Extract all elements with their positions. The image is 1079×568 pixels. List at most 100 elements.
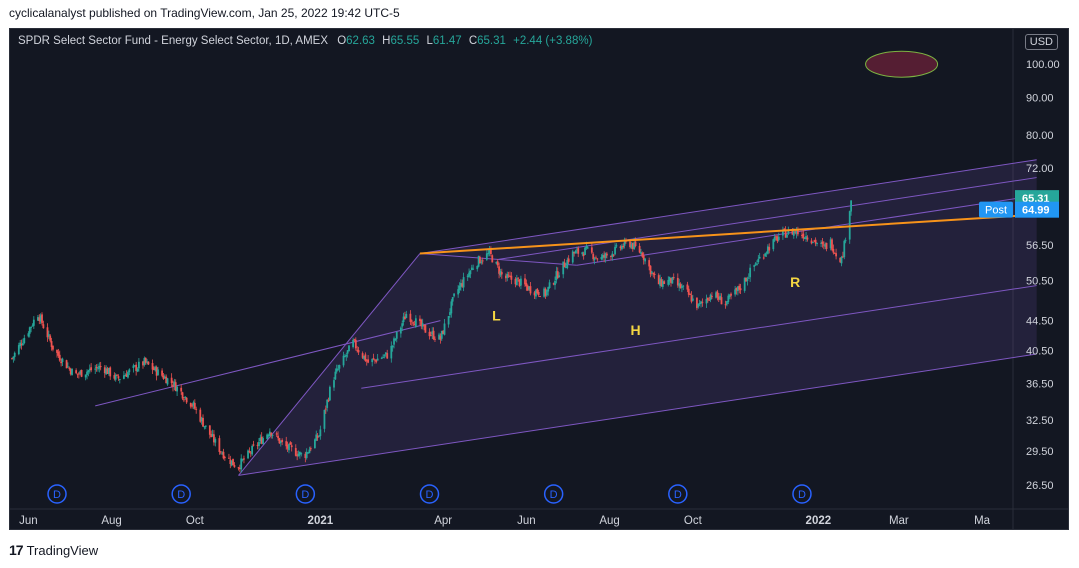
candle-body — [363, 355, 365, 359]
candle-body — [76, 373, 79, 375]
candle-body — [716, 291, 719, 298]
candle-body — [161, 370, 163, 376]
price-chart[interactable]: L H R D D D D D D D 100.00 90.00 80.00 72.00 56.50 50.5… — [10, 29, 1069, 530]
candle-body — [792, 231, 795, 236]
candle-body — [352, 339, 354, 348]
candle-body — [327, 400, 330, 402]
candle-body — [736, 286, 739, 292]
candle-body — [510, 275, 513, 280]
candle-body — [649, 265, 652, 275]
candle-body — [515, 278, 518, 286]
candle-body — [709, 294, 712, 300]
pitchfork-handle-upper — [238, 253, 421, 476]
candle-body — [41, 314, 43, 324]
currency-button[interactable]: USD — [1024, 34, 1058, 50]
candle-body — [781, 229, 784, 236]
candle-body — [600, 257, 603, 260]
candle-body — [663, 281, 666, 284]
candle-body — [447, 316, 450, 325]
candle-body — [706, 297, 709, 300]
candle-body — [414, 318, 417, 327]
candle-body — [97, 368, 99, 370]
candle-body — [75, 370, 78, 374]
candle-body — [810, 240, 813, 244]
candle-body — [660, 279, 663, 287]
price-tick-label: 90.00 — [1026, 93, 1054, 105]
candle-body — [243, 458, 245, 460]
candle-body — [496, 261, 499, 266]
candle-body — [308, 449, 311, 454]
candle-body — [548, 282, 551, 289]
candle-body — [298, 451, 301, 455]
candle-body — [545, 290, 548, 296]
candle-body — [682, 285, 685, 287]
candle-body — [356, 349, 359, 351]
price-tick-label: 56.50 — [1026, 240, 1054, 252]
candle-body — [181, 392, 184, 399]
chart-frame[interactable]: L H R D D D D D D D 100.00 90.00 80.00 72.00 56.50 50.5… — [9, 28, 1069, 530]
candle-body — [696, 297, 698, 309]
pitchfork-fill — [238, 159, 1037, 476]
candle-body — [371, 358, 374, 363]
candle-body — [746, 278, 749, 281]
candle-body — [172, 384, 174, 387]
candle-body — [174, 382, 177, 392]
candle-body — [670, 278, 672, 283]
price-tick-label: 44.50 — [1026, 316, 1054, 328]
candle-body — [98, 365, 101, 369]
candle-body — [380, 357, 383, 359]
dividend-marker-circle — [668, 484, 688, 504]
candle-body — [184, 396, 187, 399]
candle-body — [708, 299, 711, 301]
candle-body — [135, 364, 138, 371]
candle-body — [118, 379, 121, 381]
candle-body — [375, 360, 378, 362]
candle-body — [109, 367, 112, 377]
candle-body — [84, 374, 87, 378]
candle-body — [31, 325, 34, 327]
candle-body — [652, 272, 655, 275]
candle-body — [805, 236, 807, 239]
candle-body — [661, 281, 664, 287]
candle-body — [476, 266, 479, 270]
candle-body — [758, 256, 761, 259]
candle-body — [802, 233, 805, 239]
candle-body — [142, 361, 144, 366]
candle-body — [850, 200, 852, 212]
high-label: H — [382, 35, 391, 47]
candle-body — [50, 341, 53, 348]
candle-body — [65, 360, 68, 369]
candle-body — [633, 242, 636, 250]
candle-body — [640, 251, 642, 254]
candle-body — [395, 331, 398, 339]
pitchfork-upper-line — [419, 159, 1037, 255]
price-tick-label: 100.00 — [1026, 59, 1060, 71]
annotation-label-r: R — [790, 274, 800, 290]
candle-body — [754, 263, 757, 265]
candle-body — [105, 368, 108, 375]
candle-body — [547, 286, 550, 292]
candle-body — [384, 352, 387, 355]
candle-body — [533, 292, 536, 296]
candle-body — [258, 441, 260, 447]
early-channel-line — [95, 320, 441, 407]
candle-body — [610, 255, 612, 258]
candle-body — [581, 252, 584, 255]
candle-body — [211, 433, 214, 437]
annotation-label-l: L — [492, 308, 501, 324]
candle-body — [644, 258, 646, 262]
candle-body — [288, 443, 290, 451]
candle-body — [690, 295, 693, 302]
post-price-label: 64.99 — [1022, 205, 1050, 217]
candle-body — [614, 246, 616, 255]
candle-body — [270, 432, 273, 436]
candle-body — [68, 367, 71, 369]
candle-body — [822, 244, 825, 246]
candle-body — [86, 371, 88, 375]
candle-body — [180, 387, 183, 392]
candle-body — [612, 254, 615, 256]
candle-body — [442, 330, 445, 334]
candle-body — [99, 366, 102, 368]
candle-body — [727, 295, 730, 303]
dividend-marker-circle — [47, 484, 67, 504]
